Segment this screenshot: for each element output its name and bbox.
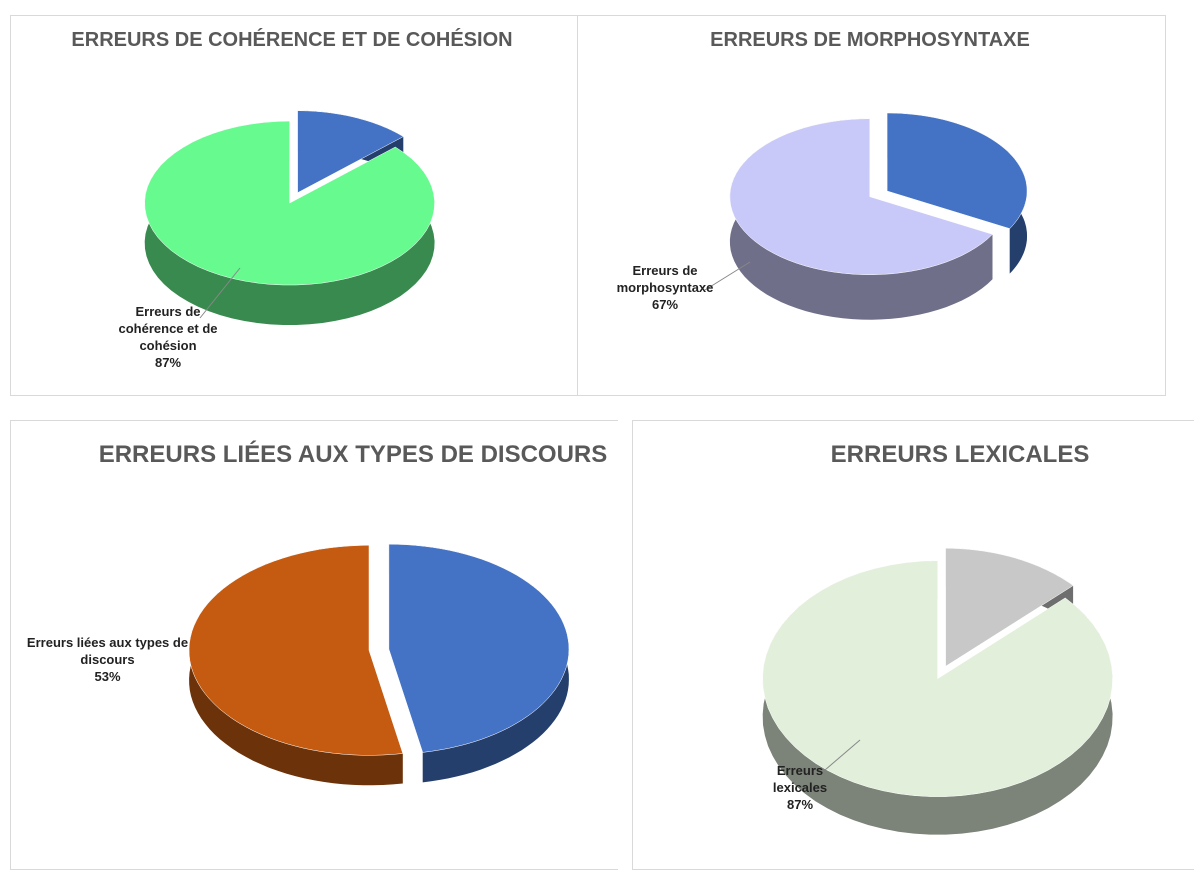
data-label: Erreurs de morphosyntaxe 67% xyxy=(600,262,730,313)
label-value: 67% xyxy=(651,297,679,312)
data-label: Erreurs lexicales 87% xyxy=(760,762,840,813)
label-value: 87% xyxy=(786,797,814,812)
label-category: Erreurs liées aux types de discours xyxy=(26,635,189,667)
slice xyxy=(297,110,404,194)
slice xyxy=(188,545,404,756)
slice xyxy=(945,548,1074,667)
slice xyxy=(388,543,570,753)
chart-title: ERREURS LEXICALES xyxy=(831,441,1090,468)
chart-title: ERREURS DE COHÉRENCE ET DE COHÉSION xyxy=(71,28,512,51)
slice xyxy=(762,560,1113,797)
chart-frame xyxy=(577,15,1166,396)
label-category: Erreurs lexicales xyxy=(772,763,828,795)
label-value: 53% xyxy=(94,669,121,684)
label-category: Erreurs de cohérence et de cohésion xyxy=(118,304,218,353)
data-label: Erreurs de cohérence et de cohésion 87% xyxy=(103,303,233,371)
data-label: Erreurs liées aux types de discours 53% xyxy=(25,634,190,685)
leader-line xyxy=(824,739,861,771)
leader-line xyxy=(704,261,751,291)
label-value: 87% xyxy=(154,355,182,370)
leader-line xyxy=(199,267,241,319)
slice xyxy=(886,112,1028,229)
chart-title: ERREURS DE MORPHOSYNTAXE xyxy=(710,29,1030,51)
slice xyxy=(729,118,993,275)
chart-title: ERREURS LIÉES AUX TYPES DE DISCOURS xyxy=(99,440,608,468)
label-category: Erreurs de morphosyntaxe xyxy=(616,263,714,295)
